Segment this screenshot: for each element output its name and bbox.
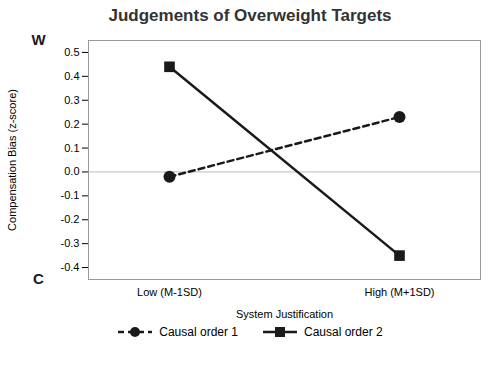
svg-text:-0.4: -0.4: [61, 261, 80, 273]
svg-text:0.0: 0.0: [64, 165, 79, 177]
svg-text:W: W: [31, 31, 46, 48]
svg-text:Low (M-1SD): Low (M-1SD): [137, 286, 202, 298]
svg-text:0.3: 0.3: [64, 94, 79, 106]
svg-text:Compensation Bias (z-score): Compensation Bias (z-score): [6, 89, 18, 231]
html-text:Judgements of Overweight Targe: Judgements of Overweight Targets: [108, 6, 392, 25]
svg-text:High (M+1SD): High (M+1SD): [365, 286, 435, 298]
svg-text:-0.1: -0.1: [61, 189, 80, 201]
svg-text:0.5: 0.5: [64, 46, 79, 58]
html-text:Causal order 1: Causal order 1: [159, 325, 238, 339]
svg-text:-0.2: -0.2: [61, 213, 80, 225]
svg-text:0.4: 0.4: [64, 70, 79, 82]
svg-text:C: C: [33, 270, 44, 287]
svg-text:System Justification: System Justification: [236, 308, 333, 320]
svg-text:0.2: 0.2: [64, 118, 79, 130]
svg-text:-0.3: -0.3: [61, 237, 80, 249]
svg-text:0.1: 0.1: [64, 142, 79, 154]
html-text:Causal order 2: Causal order 2: [304, 325, 383, 339]
